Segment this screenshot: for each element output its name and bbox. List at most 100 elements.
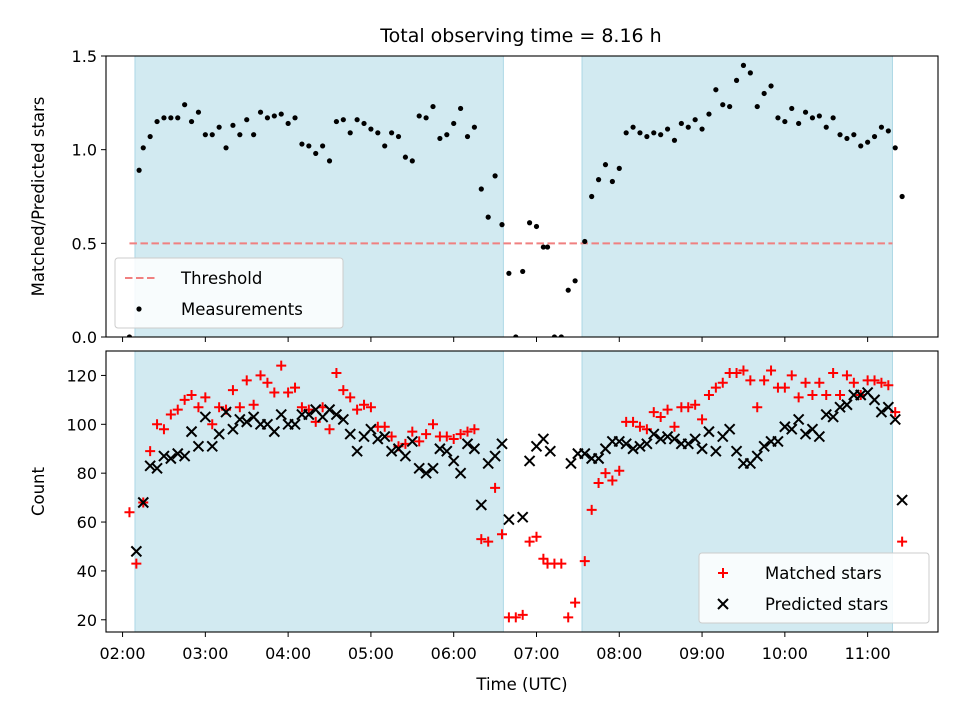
measurements-point [409,158,415,164]
predicted-stars-point [641,438,653,450]
measurements-point [871,133,878,140]
measurements-point [313,150,319,157]
measurements-point [699,126,705,132]
measurements-point [727,103,733,110]
measurements-point [292,115,298,121]
measurements-point [775,115,781,121]
measurements-point [582,238,588,245]
measurements-point [306,143,312,149]
predicted-stars-point [379,430,391,443]
matched-stars-point [669,421,680,432]
matched-stars-point [483,536,494,547]
predicted-stars-point [475,499,488,511]
matched-stars-point [848,377,859,388]
top-ytick-label: 0.0 [72,328,97,347]
predicted-stars-point [151,462,163,474]
measurements-point [271,113,277,119]
xtick-label: 06:00 [431,644,477,663]
measurements-point [533,223,540,230]
measurements-point [754,103,760,110]
measurements-point [368,126,374,132]
measurements-point [264,115,271,121]
measurements-point [572,278,578,284]
predicted-stars-point [275,408,287,421]
predicted-stars-point [654,433,667,445]
measurements-point [623,130,629,136]
matched-stars-point [703,389,714,400]
matched-stars-point [648,407,659,418]
xtick-label: 09:00 [679,644,725,663]
measurements-point [671,137,678,143]
predicted-stars-point [565,457,577,470]
matched-stars-point [634,421,645,432]
predicted-stars-point [323,403,336,416]
measurements-point [858,143,864,149]
measurements-point [802,109,809,115]
measurements-point [589,193,595,200]
predicted-stars-point [882,401,895,413]
matched-stars-point [710,382,721,393]
measurements-point [444,132,450,138]
measurements-point [423,115,429,121]
predicted-stars-point [579,447,591,460]
predicted-stars-point [172,447,184,460]
matched-stars-point [255,370,266,381]
predicted-stars-point [779,421,791,433]
matched-stars-point [586,504,597,515]
measurements-point [458,105,464,112]
xtick-label: 02:00 [100,644,146,663]
measurements-point [244,117,250,123]
measurements-point [823,124,829,130]
measurements-point [195,109,202,115]
matched-stars-point [697,414,708,425]
measurements-point [658,132,664,138]
measurements-point [202,132,208,138]
matched-stars-point [269,387,280,398]
matched-stars-point [814,377,825,388]
matched-stars-point [200,392,211,403]
matched-stars-point [841,370,852,381]
predicted-stars-point [634,440,646,453]
measurements-point [340,117,346,123]
predicted-stars-point [620,438,632,450]
top-ylabel: Matched/Predicted stars [29,97,48,297]
bottom-ylabel: Count [29,466,48,516]
matched-stars-point [766,365,777,376]
predicted-stars-point [786,423,798,435]
bottom-panel: 20 40 60 80 100 120 02:00 03:00 04:00 05:00 06:00 0… [29,350,939,694]
matched-stars-point [510,612,521,623]
matched-stars-point [793,392,804,403]
predicted-stars-point [399,450,412,462]
predicted-stars-point [344,428,356,440]
measurements-point [499,222,505,228]
matched-stars-point [124,507,135,518]
measurements-point [168,115,174,121]
matched-stars-point [897,536,908,547]
measurements-point [768,83,774,89]
measurements-point [285,120,291,127]
matched-stars-point [628,416,639,427]
predicted-stars-point [889,413,901,426]
measurements-point [326,158,333,164]
predicted-stars-point [537,433,550,445]
matched-stars-point [600,468,611,479]
matched-stars-point [614,465,625,476]
measurements-point [251,132,257,138]
predicted-stars-point [503,513,515,526]
measurements-point [464,133,471,140]
measurements-point [526,220,533,226]
bottom-legend: Matched stars Predicted stars [698,552,930,624]
predicted-stars-point [461,438,474,450]
measurements-point [733,77,740,83]
matched-stars-point [821,389,832,400]
measurements-point [796,120,802,127]
measurements-point [713,87,719,93]
predicted-stars-point [144,460,156,472]
measurements-point [416,113,422,119]
measurements-point [182,102,188,108]
predicted-stars-point [792,413,805,426]
predicted-stars-point [385,445,398,457]
matched-stars-point [352,404,363,415]
matched-stars-point [570,597,581,608]
predicted-stars-point [496,438,508,450]
